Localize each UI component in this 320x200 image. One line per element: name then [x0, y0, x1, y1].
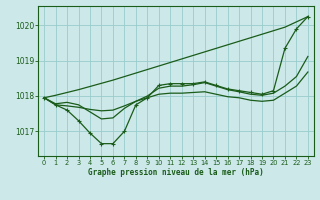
X-axis label: Graphe pression niveau de la mer (hPa): Graphe pression niveau de la mer (hPa)	[88, 168, 264, 177]
